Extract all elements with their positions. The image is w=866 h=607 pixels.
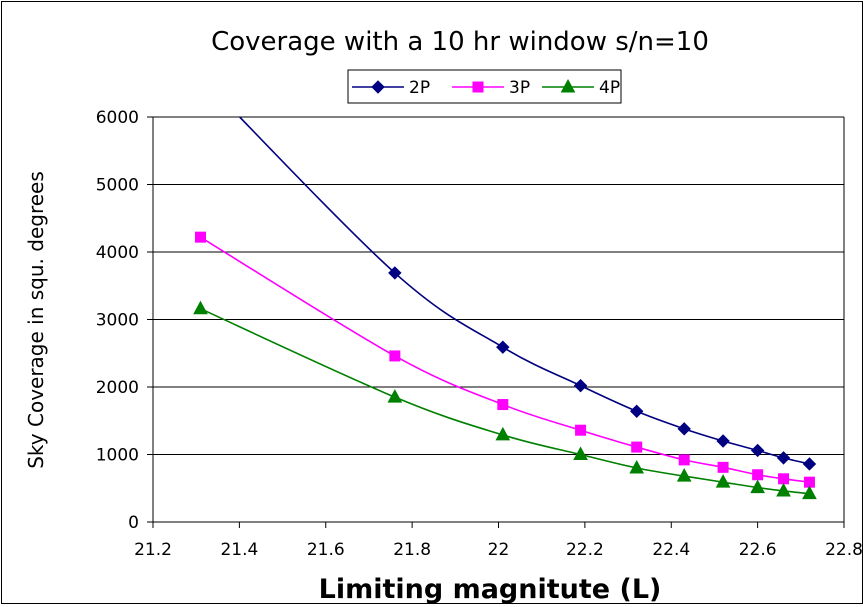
legend: 2P 3P 4P [347, 69, 622, 104]
y-tick-label: 0 [128, 513, 139, 533]
data-point-2P [802, 457, 817, 471]
data-point-4P [676, 468, 692, 482]
x-tick-label: 22.6 [739, 540, 777, 560]
data-point-4P [193, 300, 208, 315]
legend-marker-2P [371, 80, 385, 94]
legend-marker-3P [472, 81, 484, 93]
y-tick-label: 5000 [96, 176, 139, 196]
x-tick-label: 22.2 [566, 540, 604, 560]
y-axis-title: Sky Coverage in squ. degrees [24, 171, 48, 469]
data-point-4P [629, 459, 645, 474]
data-point-3P [717, 461, 729, 473]
data-point-2P [716, 434, 730, 448]
data-point-3P [678, 454, 690, 466]
legend-marker-4P [560, 78, 576, 93]
data-point-3P [389, 350, 401, 362]
legend-label-4P: 4P [599, 78, 620, 98]
x-tick-label: 21.2 [134, 540, 172, 560]
data-point-2P [388, 266, 402, 280]
x-tick-label: 22.4 [652, 540, 690, 560]
data-point-2P [677, 422, 691, 436]
data-point-3P [778, 473, 790, 485]
legend-label-2P: 2P [409, 78, 430, 98]
data-point-2P [195, 71, 207, 83]
data-point-4P [573, 446, 588, 460]
data-point-2P [573, 378, 588, 393]
series-2P [195, 71, 817, 471]
data-point-2P [776, 451, 791, 465]
x-tick-label: 21.4 [220, 540, 258, 560]
y-tick-label: 2000 [96, 378, 139, 398]
legend-label-3P: 3P [509, 78, 530, 98]
x-tick-label: 22 [488, 540, 510, 560]
data-point-4P [776, 482, 791, 497]
data-point-2P [750, 443, 765, 458]
data-point-4P [802, 485, 817, 500]
x-tick-label: 21.6 [307, 540, 345, 560]
data-point-3P [497, 399, 509, 411]
y-tick-label: 6000 [96, 108, 139, 128]
data-point-4P [750, 479, 765, 494]
series-3P [195, 231, 815, 488]
x-tick-label: 22.8 [825, 540, 863, 560]
data-point-4P [495, 426, 511, 441]
data-point-4P [715, 474, 731, 488]
series-line-2P [238, 117, 810, 465]
y-tick-label: 1000 [96, 446, 139, 466]
data-point-3P [195, 231, 207, 243]
y-tick-label: 4000 [96, 243, 139, 263]
x-tick-label: 21.8 [393, 540, 431, 560]
y-tick-label: 3000 [96, 311, 139, 331]
data-point-2P [496, 340, 510, 354]
data-point-3P [631, 441, 643, 453]
x-axis-title: Limiting magnitute (L) [319, 574, 662, 605]
data-point-4P [387, 389, 403, 403]
data-point-2P [629, 404, 644, 419]
chart-title: Coverage with a 10 hr window s/n=10 [211, 27, 709, 57]
data-point-3P [752, 469, 764, 481]
data-point-3P [575, 424, 587, 436]
series-4P [193, 300, 817, 500]
